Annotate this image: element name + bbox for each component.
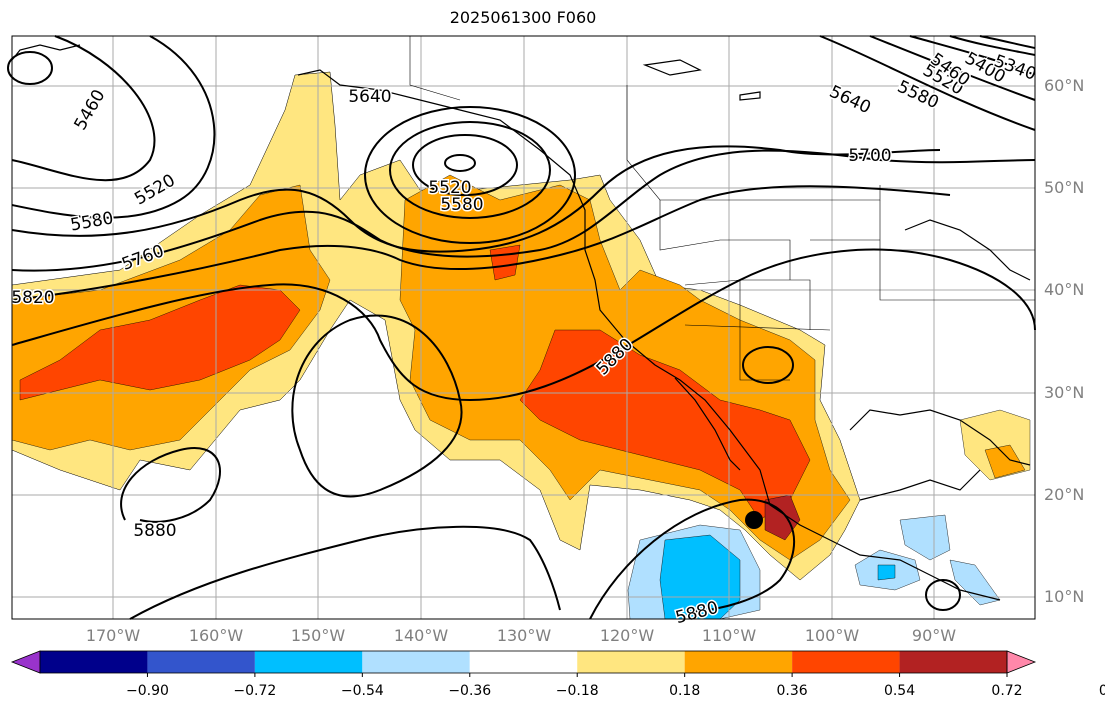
state-borders [409,36,1035,381]
colorbar [10,650,1037,677]
contour-label: 5880 [133,521,176,541]
colorbar-tick-label: −0.72 [233,683,277,699]
colorbar-segment [899,651,1007,673]
latitude-label: 60°N [1044,76,1085,95]
graticule [12,36,1035,619]
colorbar-tick-label: −0.36 [448,683,492,699]
longitude-label: 140°W [393,626,449,645]
colorbar-segment [147,651,255,673]
colorbar-outline [39,650,1008,674]
storm-center-marker [745,511,763,529]
longitude-label: 120°W [599,626,655,645]
colorbar-segment [469,651,578,673]
longitude-label: 170°W [85,626,141,645]
contour-label: 5700 [848,146,891,166]
contour-label: 5820 [11,288,54,308]
colorbar-tick-label: 0.90 [1098,683,1105,699]
colorbar-tick-label: 0.72 [991,683,1023,699]
contour-label: 5640 [348,87,391,107]
longitude-label: 90°W [911,626,957,645]
colorbar-segment [577,651,685,673]
latitude-label: 40°N [1044,280,1085,299]
colorbar-segment [684,651,793,673]
contour-label: 5520 [428,178,471,198]
colorbar-segment [254,651,363,673]
colorbar-tick-label: −0.18 [555,683,599,699]
colorbar-segment [792,651,900,673]
contour-label: 5580 [440,195,483,215]
longitude-label: 160°W [188,626,244,645]
colorbar-min-extend [10,650,41,674]
longitude-label: 130°W [496,626,552,645]
map-title: 2025061300 F060 [449,8,597,27]
colorbar-tick-label: 0.36 [776,683,808,699]
shade-neg-0-36 [659,534,896,620]
latitude-label: 20°N [1044,485,1085,504]
longitude-label: 100°W [804,626,860,645]
height-contours [7,35,1036,620]
coastlines [11,44,1031,601]
colorbar-segment [362,651,470,673]
latitude-label: 30°N [1044,383,1085,402]
colorbar-tick-label: −0.54 [340,683,384,699]
shaded-field [11,71,1031,620]
colorbar-segment [40,651,148,673]
colorbar-max-extend [1006,650,1037,674]
map-frame [11,35,1036,620]
longitude-label: 110°W [701,626,757,645]
longitude-label: 150°W [290,626,346,645]
colorbar-tick-label: −0.90 [125,683,169,699]
colorbar-tick-label: 0.18 [669,683,701,699]
latitude-label: 10°N [1044,587,1085,606]
colorbar-tick-label: 0.54 [883,683,916,699]
latitude-label: 50°N [1044,178,1085,197]
shade-0-36 [11,174,851,561]
